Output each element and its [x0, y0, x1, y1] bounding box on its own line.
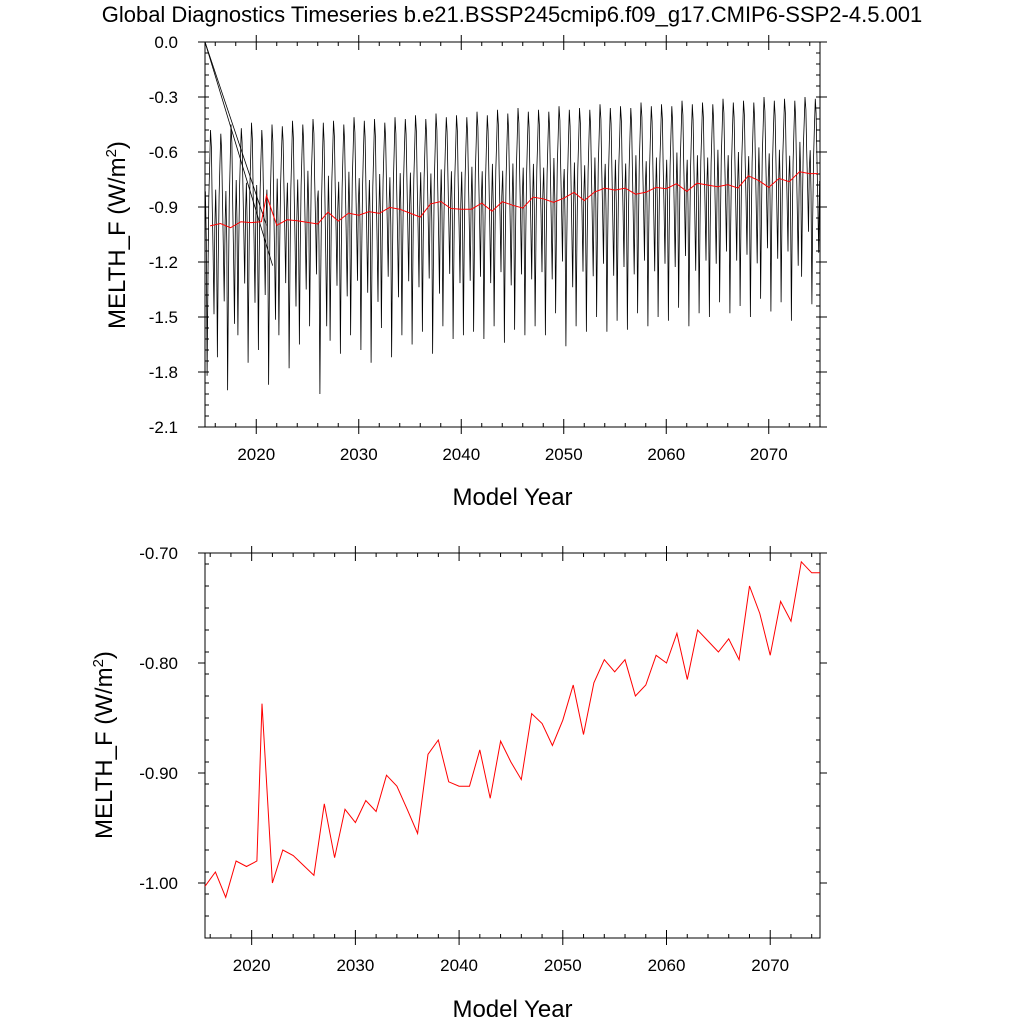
x-tick-label: 2070 — [750, 445, 788, 464]
y-tick-label: -0.70 — [139, 544, 178, 563]
x-axis-title: Model Year — [452, 484, 572, 511]
x-axis-title: Model Year — [452, 996, 572, 1023]
x-tick-label: 2040 — [442, 445, 480, 464]
x-tick-label: 2050 — [545, 445, 583, 464]
plot-frame — [204, 41, 821, 428]
annual-mean-series-line — [204, 560, 820, 899]
y-tick-label: -0.90 — [139, 764, 178, 783]
top-panel: 2020 2030 2040 2050 2060 2070 0.0 -0.3 -0.6 -0.9 -… — [103, 33, 827, 511]
chart-title: Global Diagnostics Timeseries b.e21.BSSP… — [101, 2, 923, 27]
y-tick-label: -0.6 — [149, 143, 178, 162]
x-tick-label: 2030 — [340, 445, 378, 464]
x-tick-label: 2060 — [647, 445, 685, 464]
y-tick-label: -1.8 — [149, 363, 178, 382]
x-tick-label: 2030 — [336, 956, 374, 975]
x-tick-label: 2040 — [440, 956, 478, 975]
y-tick-label: -2.1 — [149, 418, 178, 437]
y-tick-label: -1.5 — [149, 308, 178, 327]
x-tick-label: 2060 — [648, 956, 686, 975]
x-tick-label: 2020 — [233, 956, 271, 975]
y-tick-label: 0.0 — [154, 33, 178, 52]
y-axis-title: MELTH_F (W/m2) — [90, 651, 118, 839]
y-tick-label: -0.3 — [149, 88, 178, 107]
monthly-artifact-line — [204, 41, 274, 266]
x-tick-label: 2050 — [544, 956, 582, 975]
plot-frame — [204, 552, 821, 939]
y-tick-label: -1.2 — [149, 253, 178, 272]
y-axis-title: MELTH_F (W/m2) — [103, 141, 131, 329]
bottom-panel: 2020 2030 2040 2050 2060 2070 -0.70 -0.80 -0.90 -… — [90, 544, 827, 1023]
y-tick-label: -1.00 — [139, 874, 178, 893]
y-tick-label: -0.9 — [149, 198, 178, 217]
monthly-series-line — [205, 96, 820, 395]
y-tick-label: -0.80 — [139, 654, 178, 673]
x-tick-label: 2070 — [751, 956, 789, 975]
x-tick-label: 2020 — [237, 445, 275, 464]
annual-mean-series-line — [209, 171, 818, 229]
